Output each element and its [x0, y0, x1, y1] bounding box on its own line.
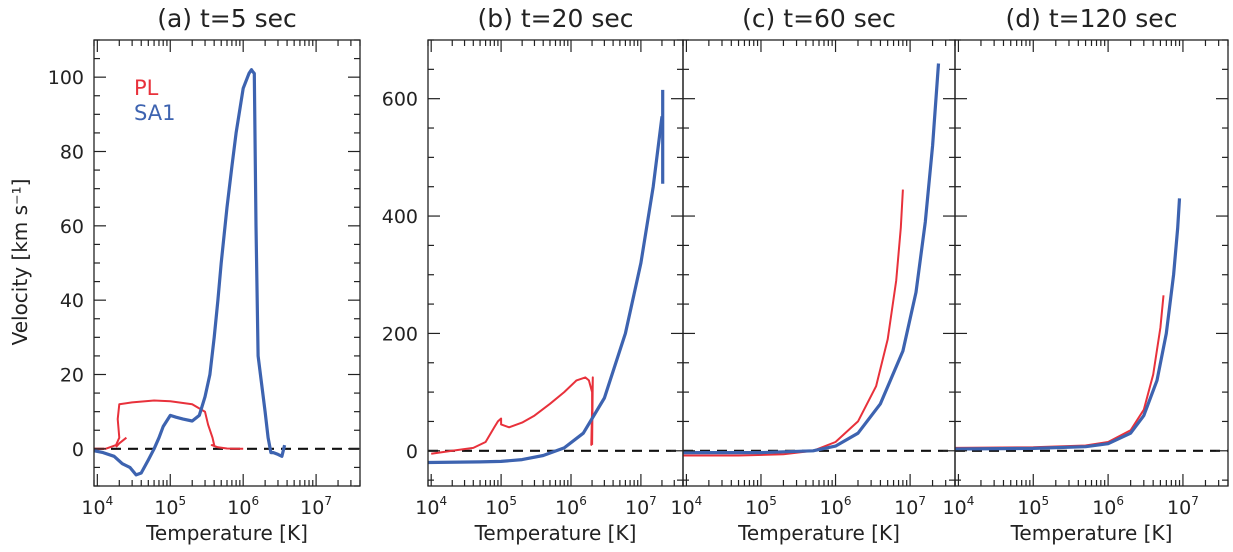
series-pl-d-0	[955, 295, 1165, 449]
x-axis-label-d: Temperature [K]	[1010, 521, 1173, 545]
series-pl-a-0	[94, 399, 244, 450]
x-tick-label: 107	[300, 494, 332, 519]
series-pl-c-0	[683, 189, 904, 457]
panel-a: (a) t=5 sec 104 105 106 107 0 20 40 60 80 100 Tempe…	[48, 4, 361, 545]
series-sa1-a-2	[94, 68, 287, 477]
x-tick-label: 106	[820, 494, 852, 519]
x-axis-label-c: Temperature [K]	[737, 521, 900, 545]
y-tick-label: 0	[72, 439, 84, 461]
x-tick-label: 104	[81, 494, 113, 519]
y-tick-label: 100	[48, 67, 84, 89]
x-tick-label: 105	[745, 494, 777, 519]
panels: (a) t=5 sec 104 105 106 107 0 20 40 60 80 100 Tempe…	[48, 4, 1229, 545]
y-tick-label: 80	[60, 142, 84, 164]
x-tick-label: 105	[485, 494, 517, 519]
panel-title-d: (d) t=120 sec	[1006, 4, 1178, 33]
x-tick-label: 106	[555, 494, 587, 519]
series-sa1-c-1	[683, 63, 941, 455]
x-tick-label: 105	[154, 494, 186, 519]
panel-title-b: (b) t=20 sec	[478, 4, 634, 33]
y-tick-label: 20	[60, 365, 84, 387]
x-axis-label-a: Temperature [K]	[145, 521, 308, 545]
x-tick-label: 107	[1167, 494, 1199, 519]
y-tick-label: 400	[382, 206, 418, 228]
x-tick-label: 107	[894, 494, 926, 519]
y-tick-label: 60	[60, 216, 84, 238]
x-tick-label: 105	[1017, 494, 1049, 519]
y-axis-label: Velocity [km s⁻¹]	[8, 179, 32, 346]
series-sa1-b-1	[428, 116, 664, 465]
x-axis-label-b: Temperature [K]	[474, 521, 637, 545]
y-tick-label: 200	[382, 323, 418, 345]
series-pl-b-0	[431, 376, 594, 455]
y-tick-label: 0	[406, 441, 418, 463]
y-tick-label: 40	[60, 290, 84, 312]
x-tick-label: 107	[625, 494, 657, 519]
panel-title-a: (a) t=5 sec	[157, 4, 297, 33]
series-sa1-d-1	[955, 198, 1182, 451]
x-tick-label: 104	[943, 494, 975, 519]
series-pl-a-1	[115, 436, 128, 448]
x-tick-label: 106	[227, 494, 259, 519]
legend-entry-pl: PL	[134, 76, 159, 100]
y-tick-label: 600	[382, 89, 418, 111]
plot-frame-b	[427, 39, 684, 487]
panel-title-c: (c) t=60 sec	[742, 4, 896, 33]
x-tick-label: 104	[670, 494, 702, 519]
panel-b: (b) t=20 sec 104 105 106 107 0 200 400 600 Temper…	[382, 4, 684, 545]
x-tick-label: 104	[415, 494, 447, 519]
legend-entry-sa1: SA1	[134, 101, 175, 125]
plot-frame-c	[682, 39, 956, 487]
x-tick-label: 106	[1092, 494, 1124, 519]
plot-frame-d	[954, 39, 1229, 487]
